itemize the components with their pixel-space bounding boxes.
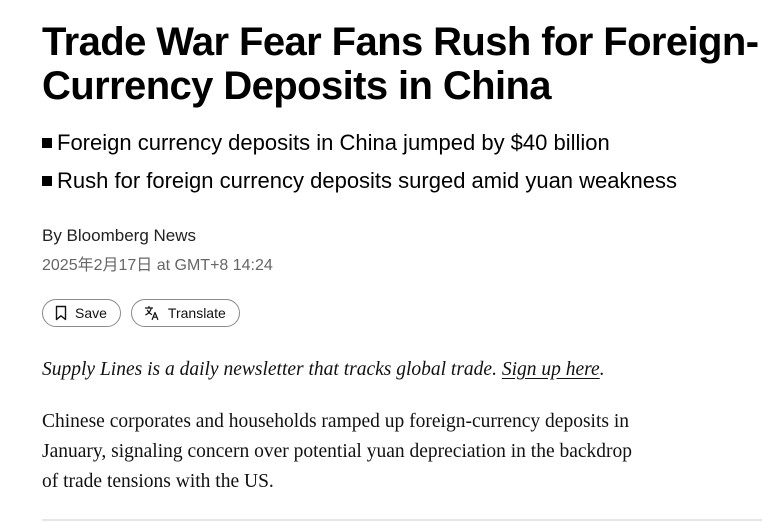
divider (42, 519, 762, 521)
translate-icon (144, 305, 160, 321)
save-button[interactable]: Save (42, 299, 121, 327)
article: Trade War Fear Fans Rush for Foreign-Cur… (42, 20, 780, 497)
article-body-paragraph: Chinese corporates and households ramped… (42, 411, 633, 492)
bullet-square-icon (42, 138, 52, 148)
translate-button[interactable]: Translate (130, 299, 240, 327)
article-actions: Save Translate (42, 299, 780, 327)
newsletter-text: Supply Lines is a daily newsletter that … (42, 359, 497, 380)
summary-bullet: Rush for foreign currency deposits surge… (42, 162, 780, 200)
summary-bullet-text: Rush for foreign currency deposits surge… (57, 168, 677, 193)
translate-button-label: Translate (167, 305, 226, 321)
timestamp: 2025年2月17日 at GMT+8 14:24 (42, 257, 273, 274)
summary-bullets: Foreign currency deposits in China jumpe… (42, 124, 780, 200)
summary-bullet: Foreign currency deposits in China jumpe… (42, 124, 780, 162)
byline: By Bloomberg News (42, 226, 197, 245)
bullet-square-icon (42, 176, 52, 186)
summary-bullet-text: Foreign currency deposits in China jumpe… (57, 130, 610, 155)
headline: Trade War Fear Fans Rush for Foreign-Cur… (42, 20, 759, 108)
newsletter-trailing: . (599, 359, 605, 380)
newsletter-promo: Supply Lines is a daily newsletter that … (42, 357, 780, 383)
save-button-label: Save (75, 305, 107, 321)
newsletter-signup-link[interactable]: Sign up here (501, 359, 600, 380)
bookmark-icon (55, 305, 67, 321)
